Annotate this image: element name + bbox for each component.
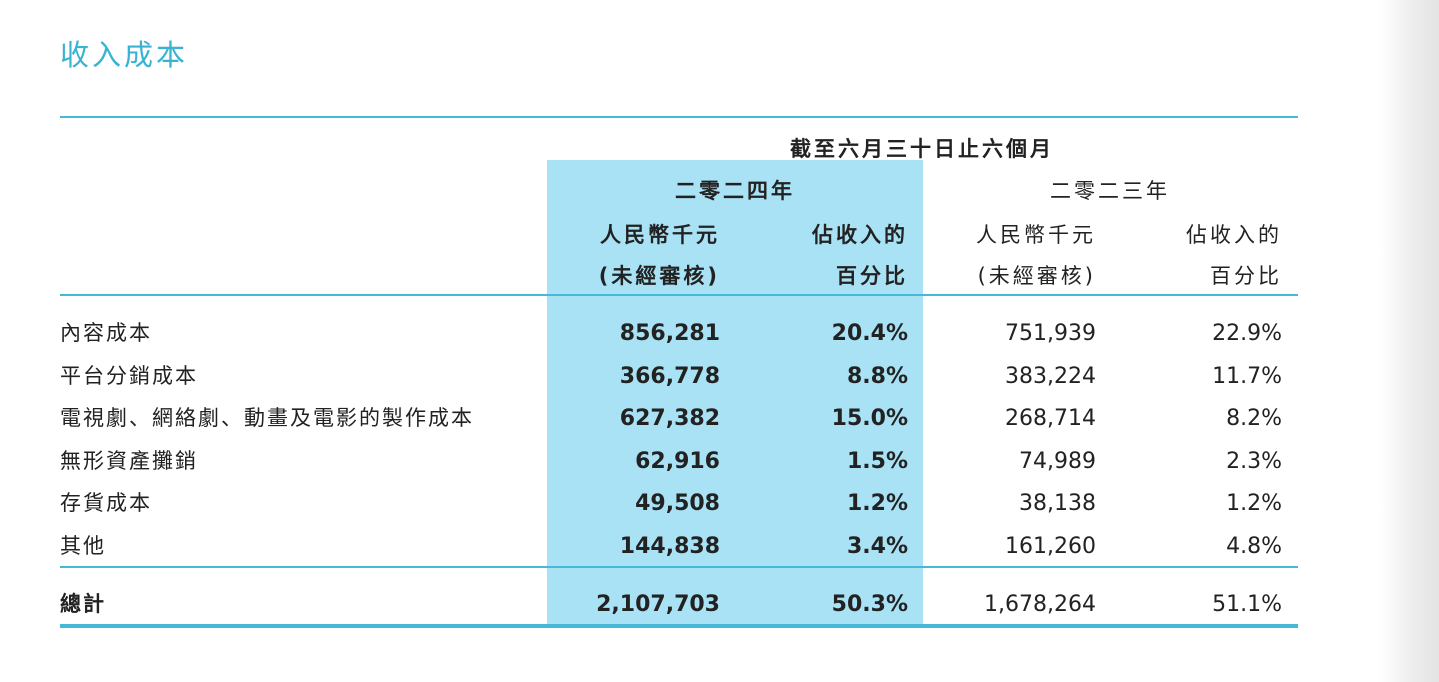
- bottom-rule: [60, 624, 1298, 628]
- row-label-others: 其他: [60, 534, 106, 558]
- col-pct-2023-line2: 百分比: [1210, 264, 1282, 288]
- year-2023-header: 二零二三年: [1050, 179, 1170, 203]
- cell-2023-pct: 22.9%: [1212, 321, 1282, 346]
- pre-total-rule: [60, 566, 1298, 568]
- top-rule: [60, 116, 1298, 118]
- cell-2023-value: 38,138: [1019, 491, 1096, 516]
- cell-2024-value: 49,508: [635, 491, 720, 516]
- cell-2024-pct: 1.2%: [846, 491, 908, 516]
- total-2023-value: 1,678,264: [984, 592, 1096, 617]
- cell-2023-pct: 11.7%: [1212, 364, 1282, 389]
- total-2023-pct: 51.1%: [1212, 592, 1282, 617]
- total-label: 總計: [60, 592, 106, 616]
- row-label-content-cost: 內容成本: [60, 321, 152, 345]
- cell-2023-value: 383,224: [1005, 364, 1096, 389]
- row-label-platform-distribution-cost: 平台分銷成本: [60, 364, 198, 388]
- cell-2023-pct: 1.2%: [1226, 491, 1282, 516]
- cell-2024-value: 62,916: [635, 449, 720, 474]
- row-label-intangible-amortization: 無形資產攤銷: [60, 449, 198, 473]
- section-title: 收入成本: [60, 38, 189, 72]
- cell-2024-pct: 3.4%: [846, 534, 908, 559]
- col-rmb-2023: 人民幣千元: [976, 223, 1096, 247]
- cell-2023-value: 268,714: [1005, 406, 1096, 431]
- period-header: 截至六月三十日止六個月: [790, 137, 1054, 161]
- cell-2024-pct: 1.5%: [846, 449, 908, 474]
- col-pct-2024-line2: 百分比: [836, 264, 908, 288]
- cell-2024-pct: 8.8%: [846, 364, 908, 389]
- page-edge-shadow: [1380, 0, 1439, 682]
- row-label-production-cost: 電視劇、網絡劇、動畫及電影的製作成本: [60, 406, 474, 430]
- col-rmb-2024: 人民幣千元: [600, 223, 720, 247]
- row-label-inventory-cost: 存貨成本: [60, 491, 152, 515]
- cell-2024-pct: 20.4%: [831, 321, 908, 346]
- cell-2023-value: 161,260: [1005, 534, 1096, 559]
- total-2024-value: 2,107,703: [596, 592, 720, 617]
- col-pct-2023-line1: 佔收入的: [1186, 223, 1282, 247]
- cell-2023-value: 74,989: [1019, 449, 1096, 474]
- total-2024-pct: 50.3%: [831, 592, 908, 617]
- cell-2024-value: 627,382: [619, 406, 720, 431]
- col-pct-2024-line1: 佔收入的: [812, 223, 908, 247]
- cell-2024-value: 366,778: [619, 364, 720, 389]
- cell-2023-pct: 2.3%: [1226, 449, 1282, 474]
- col-unaudited-2024: (未經審核): [598, 264, 720, 288]
- cell-2024-pct: 15.0%: [831, 406, 908, 431]
- col-unaudited-2023: (未經審核): [977, 264, 1096, 288]
- cell-2023-pct: 4.8%: [1226, 534, 1282, 559]
- cell-2024-value: 856,281: [619, 321, 720, 346]
- cell-2023-pct: 8.2%: [1226, 406, 1282, 431]
- header-rule: [60, 294, 1298, 296]
- year-2024-header: 二零二四年: [675, 179, 795, 203]
- cell-2023-value: 751,939: [1005, 321, 1096, 346]
- cell-2024-value: 144,838: [619, 534, 720, 559]
- highlight-column-2024: [547, 160, 923, 628]
